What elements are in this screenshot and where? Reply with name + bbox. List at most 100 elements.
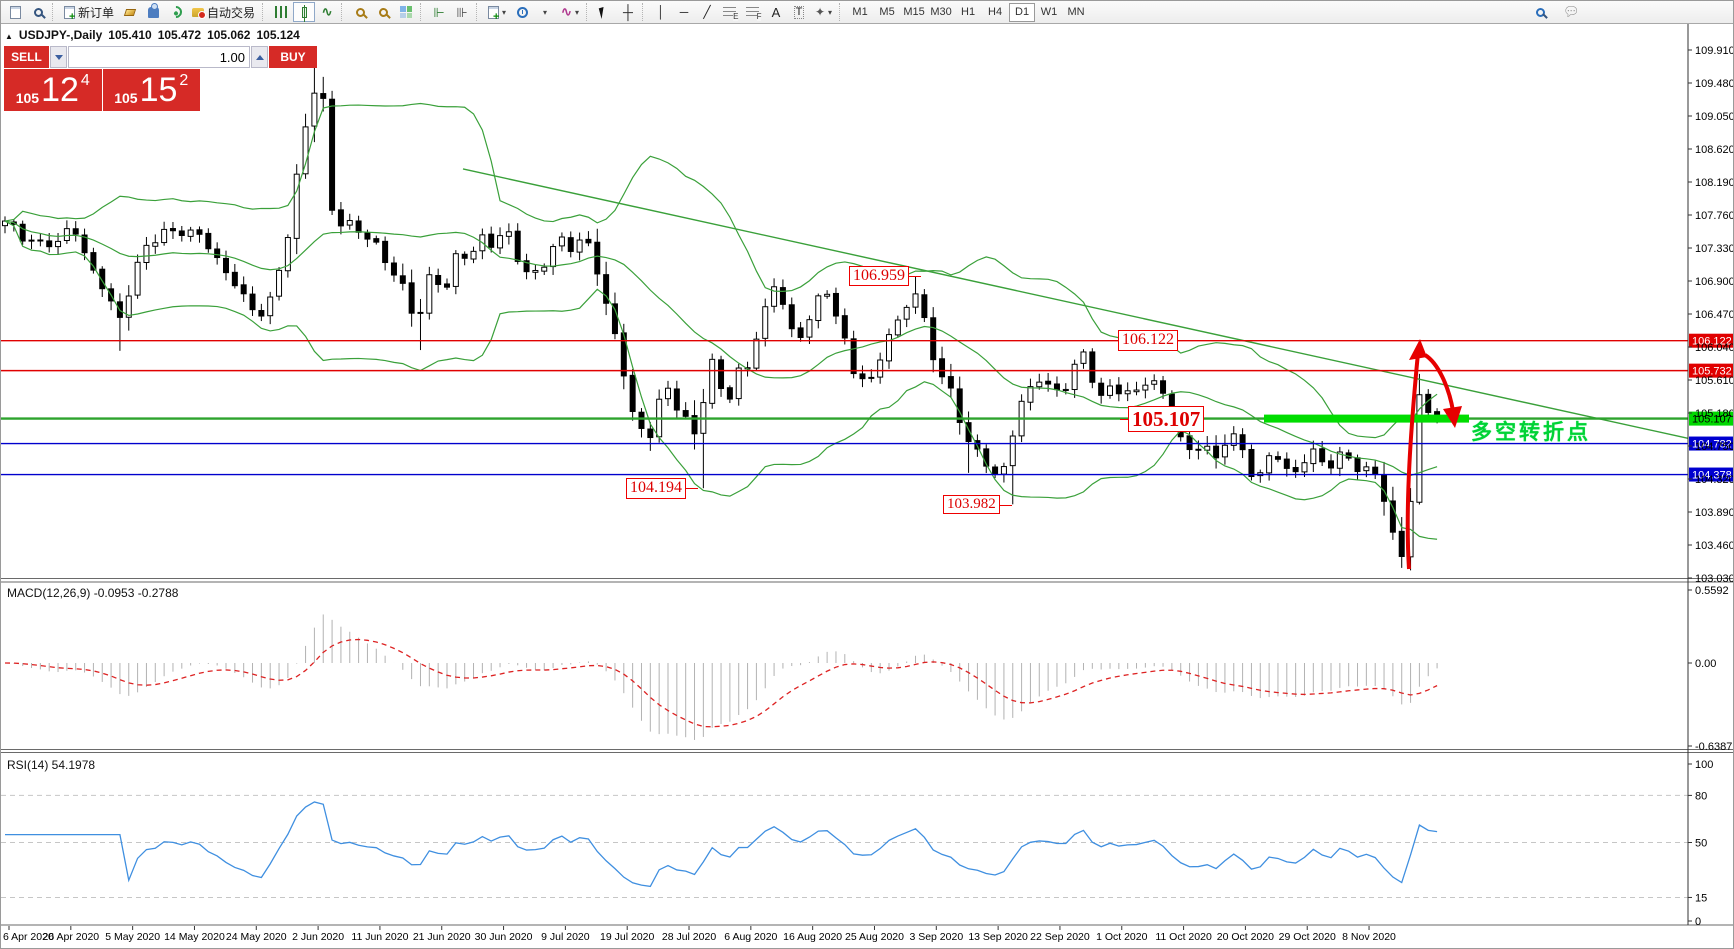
descending-trendline [462, 168, 1689, 440]
text-label-button[interactable]: T [788, 2, 810, 22]
zoom-out-button[interactable] [372, 2, 394, 22]
cursor-button[interactable] [594, 2, 616, 22]
tab-m15[interactable]: M15 [903, 6, 925, 18]
signals-button[interactable] [165, 2, 187, 22]
price-axis: 109.910 109.480 109.050 108.620 108.190 107.7… [1688, 45, 1734, 585]
indicators-icon: ∿ [561, 4, 572, 19]
tab-h1[interactable]: H1 [961, 6, 976, 18]
search-button[interactable] [1529, 2, 1551, 22]
drawn-arrows [1405, 339, 1462, 570]
toolbar: + 新订单 自动交易 ∿ ⊩ ⊪ + ▾ ▾ ∿ ▾ ┼ │ ─ ╱ [1, 1, 1733, 24]
high-value: 105.472 [157, 28, 202, 42]
cursor-icon [599, 5, 611, 19]
new-order-button[interactable]: + 新订单 [60, 2, 118, 22]
chevron-down-icon: ▾ [828, 7, 833, 17]
low-value: 105.062 [207, 28, 251, 42]
text-label-icon: T [793, 5, 805, 19]
svg-text:103.890: 103.890 [1695, 507, 1734, 519]
trendline-button[interactable]: ╱ [696, 2, 718, 22]
volume-increase-button[interactable] [251, 46, 268, 68]
bar-chart-icon [274, 6, 288, 18]
candlestick-chart-button[interactable] [293, 2, 316, 22]
new-order-icon: + [64, 5, 75, 22]
tile-windows-button[interactable] [395, 2, 417, 22]
chat-button[interactable]: 💬︎ [1559, 2, 1584, 22]
text-button[interactable]: A [765, 2, 787, 22]
svg-text:14 May 2020: 14 May 2020 [164, 931, 225, 943]
svg-text:6 Apr 2020: 6 Apr 2020 [3, 931, 54, 943]
triangle-up-icon [255, 54, 264, 60]
volume-input[interactable] [68, 46, 250, 68]
svg-text:19 Jul 2020: 19 Jul 2020 [600, 931, 654, 943]
chat-icon: 💬︎ [1563, 4, 1580, 19]
svg-text:106.900: 106.900 [1695, 276, 1734, 288]
rally-up-arrow [1405, 352, 1420, 570]
crosshair-button[interactable]: ┼ [617, 2, 639, 22]
chart-list-icon[interactable] [4, 2, 26, 22]
tab-m5[interactable]: M5 [879, 6, 895, 18]
vertical-line-button[interactable]: │ [650, 2, 672, 22]
panel-separators [1, 24, 1733, 926]
symbol-name: USDJPY-,Daily [18, 28, 103, 42]
tab-w1[interactable]: W1 [1040, 6, 1058, 18]
symbol-ohlc-line: ▲ USDJPY-,Daily 105.410 105.472 105.062 … [5, 28, 300, 42]
period-button[interactable] [511, 2, 533, 22]
new-chart-button[interactable]: + ▾ [484, 2, 510, 22]
macd-axis: 0.5592 0.00 -0.6387 [1688, 585, 1732, 753]
svg-text:109.480: 109.480 [1695, 78, 1734, 90]
svg-text:106.470: 106.470 [1695, 309, 1734, 321]
sell-price[interactable]: 105 12 4 [4, 69, 102, 111]
shapes-button[interactable]: ✦ ▾ [811, 2, 836, 22]
price-badges: 106.122 105.732 105.107 104.782 104.378 [1689, 333, 1733, 482]
svg-text:106.040: 106.040 [1695, 342, 1734, 354]
tab-h4[interactable]: H4 [988, 6, 1003, 18]
tab-m30[interactable]: M30 [930, 6, 952, 18]
horizontal-line-button[interactable]: ─ [673, 2, 695, 22]
channel-button[interactable] [719, 2, 741, 22]
profiles-button[interactable]: ▾ [534, 2, 556, 22]
mql5-button[interactable] [119, 2, 141, 22]
svg-text:107.760: 107.760 [1695, 210, 1734, 222]
tab-mn[interactable]: MN [1067, 6, 1085, 18]
shapes-icon: ✦ [814, 5, 826, 19]
sell-button[interactable]: SELL [4, 46, 49, 68]
svg-text:24 May 2020: 24 May 2020 [226, 931, 287, 943]
open-value: 105.410 [108, 28, 152, 42]
horizontal-line-icon: ─ [679, 5, 689, 19]
svg-text:6 Aug 2020: 6 Aug 2020 [724, 931, 777, 943]
magnifier-icon [33, 7, 43, 17]
line-chart-icon: ∿ [321, 4, 333, 19]
line-chart-button[interactable]: ∿ [316, 2, 338, 22]
tab-d1[interactable]: D1 [1009, 2, 1036, 22]
community-icon [147, 2, 159, 18]
chevron-down-icon: ▾ [543, 7, 548, 17]
zoom-in-button[interactable] [349, 2, 371, 22]
svg-text:107.330: 107.330 [1695, 243, 1734, 255]
fibonacci-button[interactable] [742, 2, 764, 22]
svg-text:80: 80 [1695, 790, 1707, 802]
svg-text:0.00: 0.00 [1695, 658, 1716, 670]
svg-text:25 Aug 2020: 25 Aug 2020 [845, 931, 904, 943]
svg-text:50: 50 [1695, 838, 1707, 850]
toolbar-separator [262, 3, 267, 21]
sell-price-big: 12 [41, 71, 79, 109]
svg-text:105.107: 105.107 [1692, 414, 1732, 426]
chart-shift-button[interactable]: ⊪ [451, 2, 473, 22]
buy-price-sup: 2 [179, 72, 189, 89]
svg-text:103.030: 103.030 [1695, 573, 1734, 585]
tab-m1[interactable]: M1 [852, 6, 868, 18]
rsi-axis: 100 80 50 15 0 [1688, 759, 1713, 928]
buy-price[interactable]: 105 15 2 [102, 69, 200, 111]
svg-text:108.620: 108.620 [1695, 144, 1734, 156]
auto-scroll-button[interactable]: ⊩ [428, 2, 450, 22]
data-window-icon[interactable] [27, 2, 49, 22]
buy-button[interactable]: BUY [269, 46, 317, 68]
autotrading-button[interactable]: 自动交易 [188, 2, 259, 22]
svg-text:16 Aug 2020: 16 Aug 2020 [783, 931, 842, 943]
community-button[interactable] [142, 2, 164, 22]
autotrading-icon [192, 7, 207, 19]
indicators-button[interactable]: ∿ ▾ [557, 2, 583, 22]
volume-decrease-button[interactable] [50, 46, 67, 68]
bar-chart-button[interactable] [270, 2, 292, 22]
